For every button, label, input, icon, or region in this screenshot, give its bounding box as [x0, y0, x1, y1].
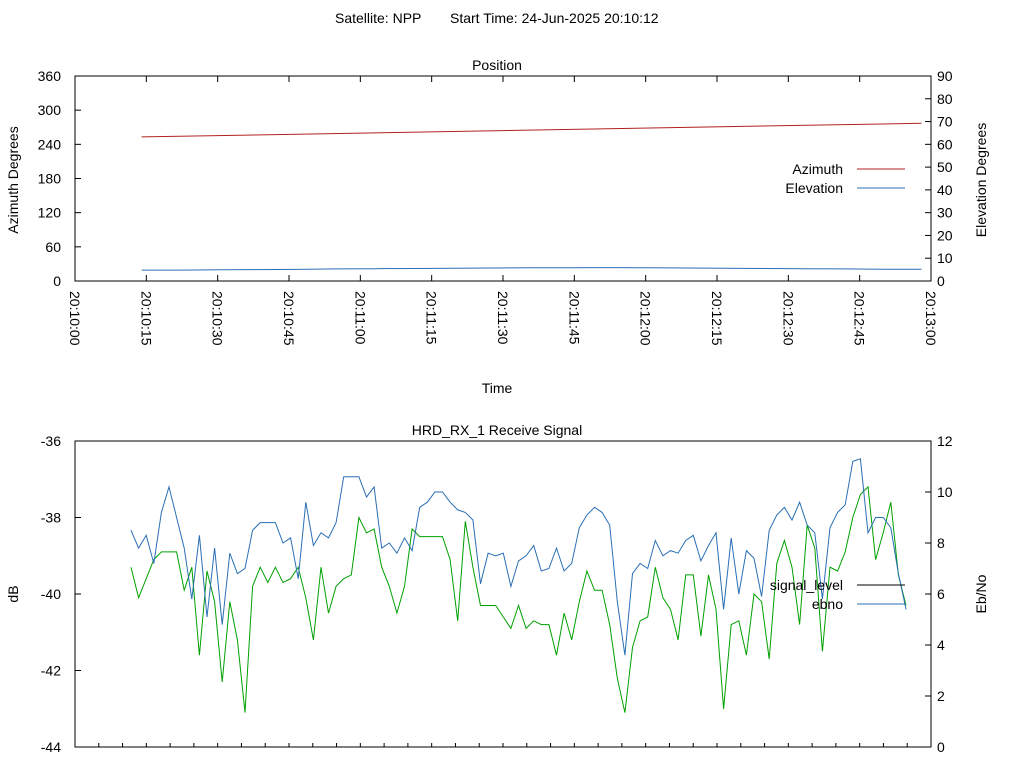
- start-time-label: Start Time: 24-Jun-2025 20:10:12: [450, 10, 659, 26]
- position-x-tick-label: 20:11:30: [495, 291, 511, 345]
- position-x-tick-label: 20:12:45: [852, 291, 868, 346]
- signal-series: [130, 458, 907, 713]
- signal-y-tick-label: -44: [41, 739, 61, 755]
- position-y2-ticks: 0 10 20 30 40 50 60 70 80 90: [925, 68, 953, 289]
- signal-title: HRD_RX_1 Receive Signal: [412, 422, 582, 438]
- signal-ylabel: dB: [5, 585, 21, 602]
- signal-y2-tick-label: 2: [937, 688, 945, 704]
- signal-y-ticks: -44 -42 -40 -38 -36: [41, 433, 81, 755]
- position-y2-tick-label: 0: [937, 273, 945, 289]
- position-x-tick-label: 20:10:30: [210, 291, 226, 346]
- position-y-tick-label: 180: [38, 171, 62, 187]
- position-y-tick-label: 60: [45, 239, 61, 255]
- signal-x-ticks: [98, 743, 908, 747]
- signal-y-tick-label: -38: [41, 510, 61, 526]
- position-xlabel: Time: [482, 380, 513, 396]
- legend-ebno-label: ebno: [812, 596, 843, 612]
- signal-y2-tick-label: 0: [937, 739, 945, 755]
- legend-signal-level-label: signal_level: [770, 577, 843, 593]
- position-x-ticks: 20:10:00 20:10:15 20:10:30 20:10:45 20:11:00…: [67, 76, 939, 346]
- signal-y2-tick-label: 8: [937, 535, 945, 551]
- signal-level-line: [130, 485, 907, 713]
- position-x-tick-label: 20:10:45: [281, 291, 297, 346]
- position-chart: Position Azimuth Degrees Elevation Degre…: [5, 57, 989, 396]
- position-x-tick-label: 20:10:00: [67, 291, 83, 346]
- signal-y2-tick-label: 4: [937, 637, 945, 653]
- signal-y2label: Eb/No: [973, 574, 989, 613]
- position-y2label: Elevation Degrees: [973, 123, 989, 237]
- position-x-tick-label: 20:12:00: [638, 291, 654, 346]
- position-y2-tick-label: 40: [937, 182, 953, 198]
- position-x-tick-label: 20:13:00: [923, 291, 939, 346]
- signal-plot-frame: [74, 440, 932, 748]
- position-y2-tick-label: 30: [937, 205, 953, 221]
- position-y2-tick-label: 20: [937, 227, 953, 243]
- position-title: Position: [472, 57, 522, 73]
- azimuth-line: [141, 122, 922, 138]
- position-x-tick-label: 20:12:15: [709, 291, 725, 346]
- position-y2-tick-label: 60: [937, 136, 953, 152]
- signal-y-tick-label: -42: [41, 663, 61, 679]
- signal-y2-tick-label: 10: [937, 484, 953, 500]
- ebno-line: [130, 458, 907, 656]
- position-y-tick-label: 240: [38, 136, 62, 152]
- legend-azimuth-label: Azimuth: [792, 161, 843, 177]
- position-y2-tick-label: 70: [937, 114, 953, 130]
- position-x-tick-label: 20:12:30: [780, 291, 796, 346]
- position-y2-tick-label: 80: [937, 91, 953, 107]
- legend-elevation-label: Elevation: [785, 180, 843, 196]
- position-y-tick-label: 360: [38, 68, 62, 84]
- position-legend: Azimuth Elevation: [785, 161, 905, 196]
- position-y2-tick-label: 50: [937, 159, 953, 175]
- signal-y-tick-label: -40: [41, 586, 61, 602]
- position-y-tick-label: 300: [38, 102, 62, 118]
- satellite-label: Satellite: NPP: [335, 10, 421, 26]
- position-x-tick-label: 20:11:15: [424, 291, 440, 345]
- position-x-tick-label: 20:11:00: [352, 291, 368, 345]
- signal-chart: HRD_RX_1 Receive Signal dB Eb/No -44-42-…: [5, 422, 989, 755]
- signal-y2-ticks: 0 2 4 6 8 10 12: [925, 433, 953, 755]
- position-y2-tick-label: 10: [937, 250, 953, 266]
- position-y2-tick-label: 90: [937, 68, 953, 84]
- elevation-line: [141, 267, 922, 271]
- position-y-ticks: 0 60 120 180 240 300 360: [38, 68, 81, 289]
- position-plot-frame: [74, 75, 932, 282]
- position-x-tick-label: 20:11:45: [566, 291, 582, 345]
- signal-y2-tick-label: 12: [937, 433, 953, 449]
- signal-y-tick-label: -36: [41, 433, 61, 449]
- position-ylabel: Azimuth Degrees: [5, 126, 21, 233]
- position-y-tick-label: 120: [38, 205, 62, 221]
- position-series: [141, 122, 922, 271]
- position-x-tick-label: 20:10:15: [138, 291, 154, 346]
- position-y-tick-label: 0: [53, 273, 61, 289]
- signal-y2-tick-label: 6: [937, 586, 945, 602]
